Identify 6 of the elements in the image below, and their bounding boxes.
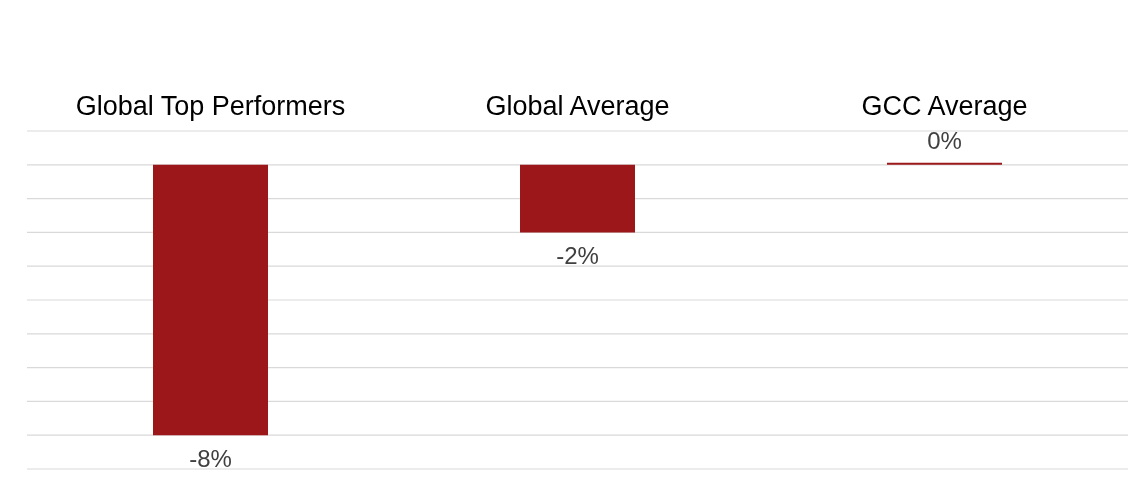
x-tick-label: GCC Average — [861, 91, 1028, 121]
data-label: -8% — [189, 445, 232, 473]
x-tick-label: Global Average — [485, 91, 670, 121]
x-tick-label: Global Top Performers — [75, 91, 346, 121]
data-label: -2% — [556, 242, 599, 270]
data-label: 0% — [927, 126, 962, 154]
